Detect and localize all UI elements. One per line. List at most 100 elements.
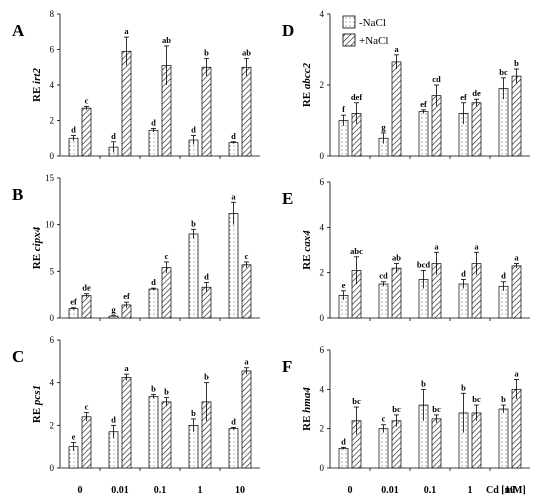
bar [511,75,522,157]
significance-letter: a [244,357,249,367]
bar [511,388,522,469]
y-tick-label: 0 [50,151,55,161]
y-axis-label-gene: hma4 [301,387,313,413]
bar [391,267,402,319]
y-tick-label: 4 [320,222,325,232]
y-axis-label-gene: pcs1 [31,385,43,406]
bar [378,428,389,469]
bar [81,416,92,469]
x-tick-label: 0.01 [111,485,129,496]
bar [228,428,239,469]
y-tick-label: 4 [320,9,325,19]
significance-letter: ab [162,35,171,45]
significance-letter: ef [460,92,467,102]
significance-letter: d [151,277,156,287]
legend-label-plus-nacl: +NaCl [359,35,388,47]
significance-letter: b [204,47,209,57]
y-tick-label: 10 [45,220,55,230]
significance-letter: a [394,44,399,54]
y-tick-label: 6 [320,345,325,355]
y-tick-label: 2 [320,268,325,278]
y-axis-label: RE pcs1 [31,385,43,423]
significance-letter: abc [350,246,363,256]
bar [161,267,172,319]
significance-letter: c [245,251,249,261]
significance-letter: e [72,431,76,441]
bar [161,401,172,469]
x-tick-label: 0 [78,485,83,496]
significance-letter: a [514,253,519,263]
bar [471,412,482,469]
x-axis-unit-label: Cd [mM] [486,485,526,496]
significance-letter: a [231,191,236,201]
significance-letter: bc [432,404,441,414]
bar [471,102,482,157]
x-tick-label: 1 [198,485,203,496]
significance-letter: def [351,92,363,102]
y-axis-label-prefix: RE [31,251,43,269]
significance-letter: a [514,369,519,379]
significance-letter: c [382,414,386,424]
panel-a: A 0 2 4 6 8 RE irt2 d c d a d ab d b d ab [12,9,260,161]
bar [511,265,522,319]
significance-letter: d [231,416,236,426]
significance-letter: b [204,372,209,382]
y-axis-label-prefix: RE [301,252,313,270]
bar [68,308,79,319]
significance-letter: bc [352,396,361,406]
panel-letter: C [12,347,24,366]
y-tick-label: 2 [50,116,55,126]
significance-letter: c [85,402,89,412]
y-axis-label: RE hma4 [301,387,313,431]
y-tick-label: 0 [50,313,55,323]
bar [121,376,132,469]
y-tick-label: 4 [320,384,325,394]
bar [418,111,429,157]
significance-letter: de [82,283,91,293]
x-tick-label: 1 [468,485,473,496]
significance-letter: a [124,26,129,36]
panel-letter: D [282,21,294,40]
significance-letter: ef [123,291,130,301]
significance-letter: g [111,305,116,315]
significance-letter: b [191,408,196,418]
significance-letter: d [191,125,196,135]
significance-letter: b [421,378,426,388]
y-tick-label: 2 [50,420,55,430]
significance-letter: d [111,414,116,424]
bar [121,50,132,157]
significance-letter: ef [70,297,77,307]
bar [498,285,509,319]
y-axis-label-prefix: RE [301,413,313,431]
y-axis-label-gene: irt2 [31,68,43,84]
y-axis-label-prefix: RE [31,405,43,423]
significance-letter: b [461,382,466,392]
significance-letter: f [342,104,345,114]
bar [81,295,92,319]
x-tick-label: 0.1 [424,485,437,496]
significance-letter: c [85,95,89,105]
x-tick-label: 0.1 [154,485,167,496]
significance-letter: ab [242,47,251,57]
significance-letter: bcd [417,259,431,269]
significance-letter: b [191,218,196,228]
bar [148,396,159,469]
panel-letter: E [282,189,293,208]
significance-letter: d [231,131,236,141]
y-tick-label: 0 [320,463,325,473]
y-tick-label: 5 [50,266,55,276]
y-tick-label: 0 [320,151,325,161]
bar [241,370,252,469]
bar [188,233,199,319]
significance-letter: bc [472,394,481,404]
bar [241,66,252,157]
y-tick-label: 6 [50,45,55,55]
significance-letter: d [461,268,466,278]
significance-letter: d [341,436,346,446]
bar [498,408,509,469]
significance-letter: bc [392,404,401,414]
